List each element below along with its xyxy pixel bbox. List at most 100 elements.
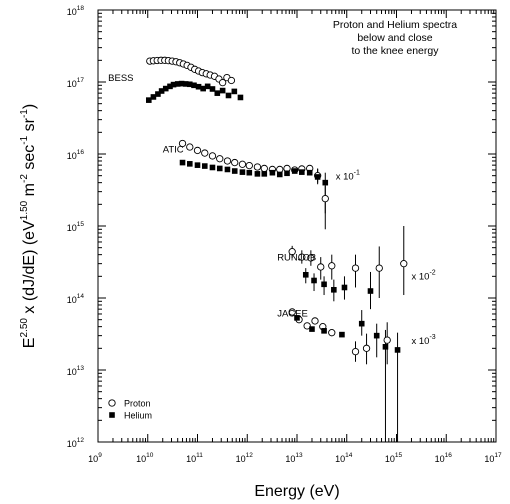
point-jacee-proton [383,336,391,344]
point-jacee-helium [339,331,345,338]
y-label-exp3: -2 [19,174,30,183]
x-tick-label-exp: 17 [494,452,502,459]
legend-label-helium: Helium [124,411,152,421]
legend: Proton Helium [108,399,152,421]
point-runjob-proton [328,262,336,270]
y-tick-label-exp: 12 [77,437,85,444]
point-bess-helium [231,88,238,95]
label-runjob: RUNJOB [277,253,316,264]
point-runjob-helium [331,286,337,293]
chart-title-line-3: to the knee energy [352,45,440,57]
point-atic-helium [306,169,313,176]
point-atic-helium [322,179,329,186]
point-jacee-proton [328,329,336,337]
x-tick-label-exp: 12 [246,452,254,459]
y-tick-label-exp: 18 [77,5,85,12]
x-tick-labels: 109 1010 1011 1012 1013 1014 1015 1016 1017 [88,452,502,464]
scale-factor-atic: x 10-1 [336,170,360,183]
point-bess-helium [219,87,226,94]
point-bess-helium [178,80,185,87]
y-axis-title: E2.50 x (dJ/dE) (eV1.50 m-2 sec-1 sr-1) [19,104,38,348]
x-tick-label-base: 10 [236,454,246,464]
point-bess-helium [158,88,165,94]
point-atic-proton [231,158,239,167]
x-tick-label-exp: 15 [395,452,403,459]
scale-factor-runjob: x 10-2 [411,270,435,283]
point-runjob-proton [298,253,306,261]
x-tick-label: 1015 [385,452,403,464]
point-atic-helium [276,171,283,178]
x-tick-label-exp: 11 [196,452,203,459]
legend-marker-proton [108,399,116,407]
scale-factor-runjob-base: x 10 [411,272,429,283]
point-atic-helium [231,168,238,174]
x-tick-label-base: 10 [186,454,196,464]
y-tick-label: 1012 [67,437,85,449]
scale-factor-jacee-exp: -3 [429,334,435,341]
scale-factor-labels: x 10-1x 10-2x 10-3 [336,170,436,347]
point-jacee-proton [362,344,371,352]
point-jacee-proton [288,308,296,316]
point-bess-helium [146,97,152,103]
chart-title-line-1: Proton and Helium spectra [333,19,457,31]
point-jacee-helium [382,344,389,350]
plot-frame [97,9,497,443]
y-label-unit-m: m [21,183,38,201]
x-tick-label: 1011 [186,452,203,464]
point-atic-helium [224,166,231,173]
x-tick-label-exp: 13 [295,452,303,459]
point-runjob-proton [375,264,383,272]
x-tick-label-base: 10 [385,454,395,464]
point-jacee-helium [321,328,327,334]
point-atic-helium [269,169,276,176]
point-bess-helium [150,94,157,100]
point-atic-helium [179,159,186,166]
point-runjob-helium [367,288,374,294]
point-jacee-helium [394,347,401,353]
axis-ticks [97,9,497,443]
y-tick-label: 1015 [67,221,85,233]
y-tick-label: 1018 [67,5,85,17]
y-tick-label-exp: 14 [77,293,85,300]
point-bess-helium [182,81,189,87]
point-runjob-helium [302,272,309,278]
scale-factor-atic-base: x 10 [336,172,354,183]
point-atic-proton [321,194,329,203]
y-label-base: E [21,338,38,349]
legend-label-proton: Proton [124,399,151,409]
y-tick-label-base: 10 [67,295,77,305]
x-tick-label-base: 10 [484,454,494,464]
scale-factor-atic-exp: -1 [354,170,360,177]
point-atic-helium [194,162,201,168]
point-jacee-proton [303,322,311,330]
y-tick-label: 1016 [67,149,85,161]
x-tick-label: 1014 [335,452,353,464]
point-atic-proton [245,161,253,170]
point-atic-proton [208,152,217,160]
point-bess-helium [155,91,161,97]
point-atic-proton [260,164,268,173]
x-tick-label: 1012 [236,452,254,464]
x-tick-label: 1013 [285,452,303,464]
label-atic: ATIC [163,144,184,155]
point-jacee-helium [309,326,315,332]
point-bess-helium [204,83,211,90]
point-atic-proton [253,163,262,171]
y-tick-label-exp: 17 [77,77,85,84]
point-bess-helium [191,82,197,89]
x-tick-label: 109 [88,452,102,464]
x-tick-label: 1017 [484,452,502,464]
experiment-labels: BESS ATIC RUNJOB JACEE [108,73,316,320]
point-atic-proton [186,143,194,151]
point-atic-helium [291,168,298,174]
y-label-mid: x (dJ/dE) (eV [21,220,38,318]
point-atic-helium [201,163,208,169]
y-tick-label-base: 10 [67,223,77,233]
point-atic-helium [314,174,321,180]
y-label-close: ) [21,104,38,109]
point-bess-helium [162,85,169,92]
y-tick-label-base: 10 [67,439,77,449]
point-atic-helium [261,171,268,177]
